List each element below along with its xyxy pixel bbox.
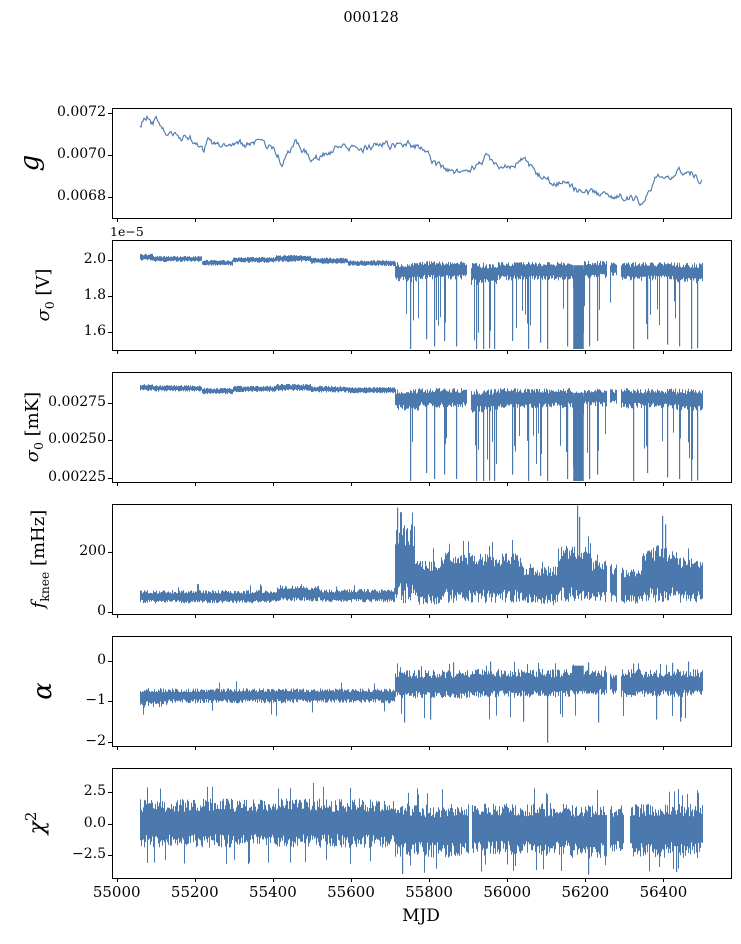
x-axis-label: MJD [402, 906, 440, 926]
y-tick-label: 0.0070 [57, 146, 106, 163]
ylabel-sigma0-mk: σ0 [mK] [22, 391, 46, 463]
y-tick-label: 0.00250 [48, 431, 106, 448]
x-tick-label: 56200 [561, 883, 610, 901]
x-tick-label: 56000 [483, 883, 532, 901]
ylabel-g: g [15, 154, 45, 172]
y-tick-label: −2.5 [72, 846, 106, 863]
x-tick-label: 56400 [639, 883, 688, 901]
y-tick-label: 0.00275 [48, 394, 106, 411]
y-tick-label: 0 [97, 603, 106, 620]
ylabel-alpha: α [28, 682, 58, 700]
y-tick-label: 2.0 [83, 250, 106, 267]
plot-title: 000128 [343, 10, 399, 26]
y-tick-label: −2 [85, 732, 106, 749]
y-tick-label: 0 [97, 651, 106, 668]
axis-offset-text: 1e−5 [110, 224, 144, 239]
x-tick-label: 55200 [170, 883, 219, 901]
x-tick-label: 55400 [249, 883, 297, 901]
y-tick-label: 0.00225 [48, 468, 106, 485]
y-tick-label: 2.5 [83, 782, 106, 799]
y-tick-label: 0.0068 [57, 188, 106, 204]
y-tick-label: 1.8 [83, 286, 106, 303]
y-tick-label: 0.0 [83, 814, 106, 831]
ylabel-fknee: fknee [mHz] [28, 509, 52, 609]
ylabel-chi2: χ2 [21, 811, 51, 835]
y-tick-label: 200 [79, 542, 106, 559]
ylabel-sigma0-v: σ0 [V] [33, 268, 57, 322]
x-tick-label: 55800 [405, 883, 453, 901]
y-tick-label: 1.6 [83, 322, 106, 339]
y-tick-label: 0.0072 [57, 104, 106, 121]
x-tick-label: 55000 [92, 883, 141, 901]
y-tick-label: −1 [85, 692, 106, 709]
x-tick-label: 55600 [327, 883, 375, 901]
